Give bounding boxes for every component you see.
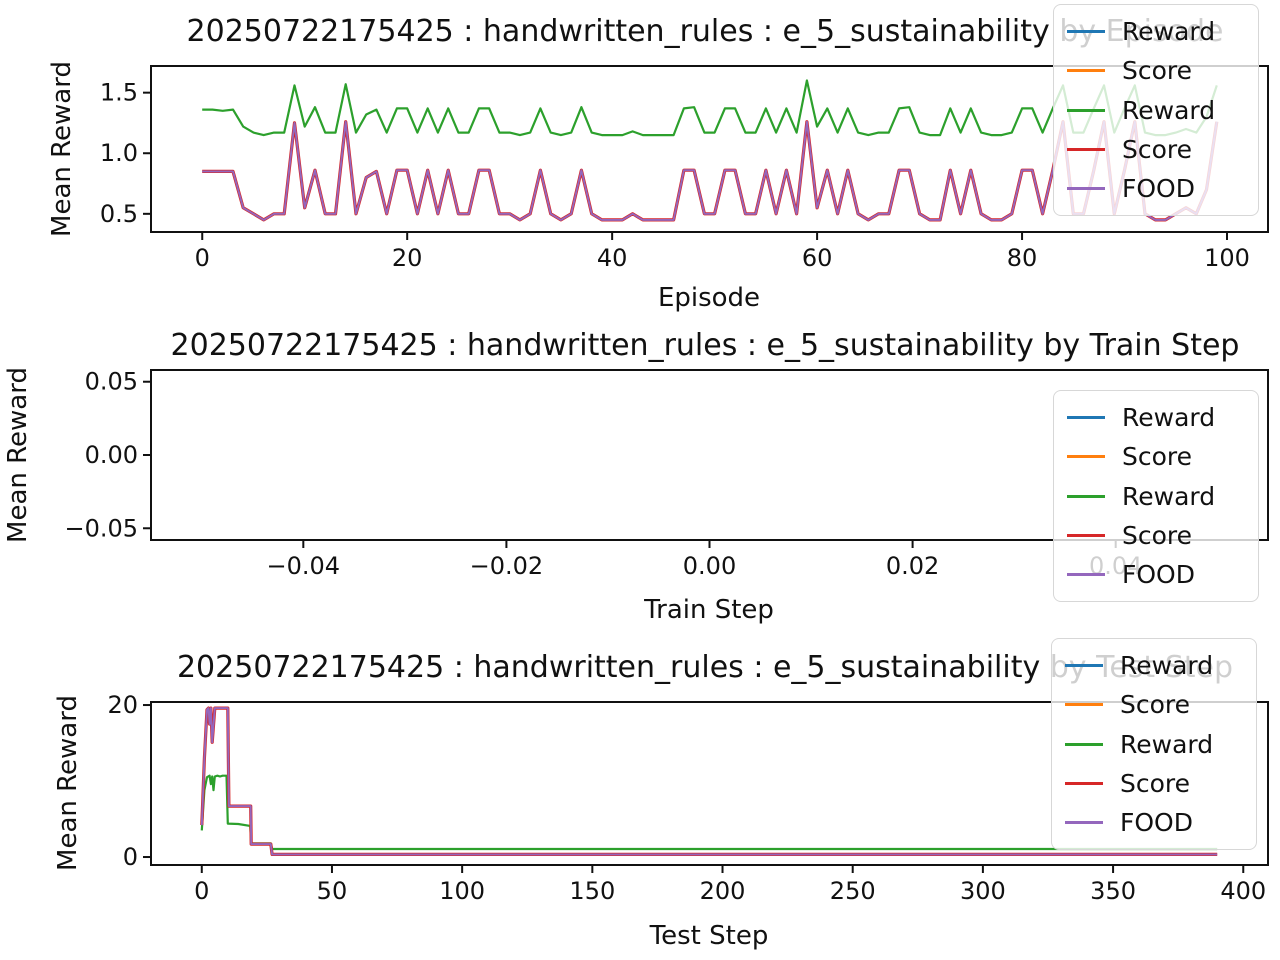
legend-entry: Reward (1065, 646, 1250, 685)
y-tick-label: 1.0 (100, 139, 138, 167)
x-tick-label: 400 (1220, 877, 1266, 905)
legend-entry: Reward (1067, 476, 1252, 515)
x-tick-label: 0.02 (886, 552, 939, 580)
legend-line-sample (1067, 533, 1105, 537)
legend-line-sample (1065, 781, 1103, 785)
y-tick-label: 0.00 (85, 441, 138, 469)
y-tick-label: 1.5 (100, 79, 138, 107)
legend-line-sample (1067, 147, 1105, 151)
x-tick-label: 0.00 (683, 552, 736, 580)
x-tick-label: 300 (960, 877, 1006, 905)
legend-entry: Reward (1065, 724, 1250, 763)
legend-line-sample (1067, 572, 1105, 576)
legend-line-sample (1067, 186, 1105, 190)
x-tick-label: 40 (597, 244, 628, 272)
x-tick-label: 50 (317, 877, 348, 905)
subplot-train-step-title: 20250722175425 : handwritten_rules : e_5… (170, 328, 1240, 363)
x-tick-label: 80 (1007, 244, 1038, 272)
subplot-test-step-legend: Reward Score Reward Score FOOD (1051, 638, 1257, 850)
legend-entry: Score (1067, 437, 1252, 476)
x-tick-label: 350 (1090, 877, 1136, 905)
x-tick-label: 0 (194, 877, 209, 905)
x-tick-label: −0.02 (470, 552, 544, 580)
subplot-test-step-ylabel: Mean Reward (53, 695, 83, 871)
legend-line-sample (1065, 664, 1103, 668)
x-tick-label: 100 (439, 877, 485, 905)
legend-entry-label: Score (1122, 134, 1193, 164)
x-tick-label: 100 (1204, 244, 1250, 272)
legend-entry-label: Score (1122, 56, 1193, 86)
y-tick-label: 0.05 (85, 368, 138, 396)
legend-line-sample (1067, 30, 1105, 34)
legend-entry-label: Reward (1122, 403, 1216, 433)
legend-entry: FOOD (1067, 169, 1252, 208)
legend-line-sample (1065, 742, 1103, 746)
legend-entry: FOOD (1067, 555, 1252, 594)
legend-line-sample (1067, 494, 1105, 498)
subplot-test-step: 0 50 100 150 200 250 300 350 400 0 20 (107, 691, 1269, 905)
legend-entry: Reward (1067, 12, 1252, 51)
x-tick-label: 200 (700, 877, 746, 905)
x-tick-label: 0 (195, 244, 210, 272)
subplot-episode-ylabel: Mean Reward (47, 61, 77, 237)
legend-entry: Score (1067, 130, 1252, 169)
y-tick-label: 0.5 (100, 200, 138, 228)
legend-entry-label: Score (1120, 690, 1191, 720)
legend-line-sample (1067, 69, 1105, 73)
axes-spines (150, 65, 1269, 233)
legend-line-sample (1067, 455, 1105, 459)
y-tick-label: −0.05 (64, 514, 138, 542)
subplot-train-step-xlabel: Train Step (644, 595, 774, 625)
series-line-food (202, 120, 1218, 221)
legend-entry-label: Score (1122, 442, 1193, 472)
x-tick-label: 20 (392, 244, 423, 272)
legend-entry-label: Score (1120, 768, 1191, 798)
legend-entry-label: Reward (1120, 651, 1214, 681)
subplot-episode: 0 20 40 60 80 100 0.5 1.0 1.5 (100, 65, 1269, 272)
subplot-train-step: −0.04−0.020.000.020.04−0.050.000.05 (64, 368, 1269, 580)
y-tick-label: 20 (107, 691, 138, 719)
subplot-episode-title: 20250722175425 : handwritten_rules : e_5… (186, 14, 1224, 49)
legend-entry-label: FOOD (1122, 559, 1195, 589)
x-tick-label: 250 (830, 877, 876, 905)
legend-entry-label: Reward (1120, 729, 1214, 759)
subplot-train-step-ylabel: Mean Reward (3, 367, 33, 543)
axes-spines (150, 369, 1269, 541)
x-tick-label: 60 (802, 244, 833, 272)
legend-entry: FOOD (1065, 803, 1250, 842)
legend-entry-label: Reward (1122, 17, 1216, 47)
x-tick-label: −0.04 (267, 552, 341, 580)
legend-entry-label: Reward (1122, 481, 1216, 511)
y-tick-label: 0 (123, 843, 138, 871)
legend-entry-label: Reward (1122, 95, 1216, 125)
series-line-food (200, 707, 1218, 856)
legend-entry: Reward (1067, 90, 1252, 129)
legend-entry-label: Score (1122, 520, 1193, 550)
legend-entry: Reward (1067, 398, 1252, 437)
subplot-episode-xlabel: Episode (657, 283, 761, 313)
x-tick-label: 150 (569, 877, 615, 905)
legend-entry: Score (1065, 685, 1250, 724)
legend-line-sample (1065, 820, 1103, 824)
subplot-test-step-xlabel: Test Step (649, 921, 769, 951)
legend-entry: Score (1065, 764, 1250, 803)
legend-entry: Score (1067, 51, 1252, 90)
legend-entry: Score (1067, 516, 1252, 555)
subplot-episode-legend: Reward Score Reward Score FOOD (1053, 4, 1259, 216)
axes-spines (150, 701, 1269, 866)
legend-line-sample (1067, 108, 1105, 112)
legend-entry-label: FOOD (1122, 173, 1195, 203)
legend-entry-label: FOOD (1120, 807, 1193, 837)
series-line-reward (202, 79, 1218, 137)
legend-line-sample (1065, 703, 1103, 707)
legend-line-sample (1067, 416, 1105, 420)
subplot-train-step-legend: Reward Score Reward Score FOOD (1053, 390, 1259, 602)
